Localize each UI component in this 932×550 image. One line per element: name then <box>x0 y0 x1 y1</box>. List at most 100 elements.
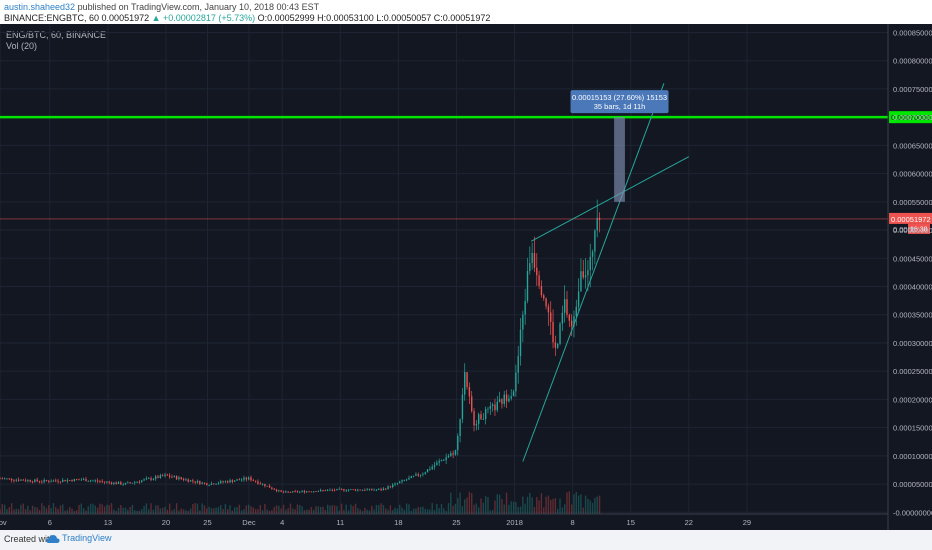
volume-bar <box>71 508 73 514</box>
candle-body <box>164 474 166 477</box>
candle-body <box>106 481 108 483</box>
candle-body <box>222 481 224 483</box>
candle-body <box>94 480 96 482</box>
measure-box <box>614 117 625 202</box>
candle-body <box>352 489 354 491</box>
candle-body <box>31 481 34 483</box>
y-tick-label: -0.00000000 <box>893 508 932 517</box>
candle-body <box>233 480 236 482</box>
volume-bar <box>280 508 282 514</box>
x-tick-label: 4 <box>280 518 284 527</box>
candle-body <box>450 453 452 457</box>
last-price-tag <box>889 212 932 224</box>
volume-bar <box>152 509 155 514</box>
volume-bar <box>457 497 459 514</box>
candle-body <box>533 252 536 268</box>
candle-body <box>475 423 478 426</box>
price-chart[interactable]: 0.00070000 0.00051972 16:380.0005 0.0001515… <box>0 24 932 530</box>
candle-body <box>357 489 359 491</box>
volume-bar <box>433 510 436 514</box>
x-tick-label: 29 <box>743 518 751 527</box>
candle-body <box>257 481 259 484</box>
x-tick-label: 25 <box>452 518 460 527</box>
last-price-label: 0.00051972 <box>891 215 931 224</box>
candle-body <box>373 489 375 491</box>
candle-body <box>50 481 52 483</box>
volume-bar <box>41 503 43 514</box>
volume-bar <box>529 492 531 514</box>
candle-body <box>173 476 175 477</box>
volume-bar <box>468 491 471 514</box>
volume-bar <box>573 494 575 514</box>
volume-bar <box>368 510 371 514</box>
candle-body <box>243 477 245 480</box>
volume-bar <box>517 507 519 514</box>
candle-body <box>524 300 526 315</box>
candle-body <box>452 453 454 455</box>
y-tick-label: 0.00080000 <box>893 57 932 66</box>
candle-body <box>38 481 41 482</box>
volume-bar <box>484 496 487 514</box>
volume-bar <box>289 503 292 514</box>
candle-body <box>296 491 299 493</box>
candle-body <box>3 478 6 480</box>
volume-bar <box>419 507 422 514</box>
created-with-label: Created with <box>4 534 55 544</box>
candle-body <box>550 312 552 322</box>
volume-bar <box>343 509 345 514</box>
volume-bar <box>13 509 15 514</box>
candle-body <box>540 285 543 296</box>
volume-bar <box>229 505 231 514</box>
x-tick-label: 2018 <box>506 518 523 527</box>
candle-body <box>477 414 480 424</box>
candle-body <box>192 480 194 482</box>
volume-bar <box>575 491 577 514</box>
candle-body <box>43 479 45 482</box>
volume-bar <box>512 501 515 514</box>
candle-body <box>122 484 124 486</box>
candle-body <box>17 479 20 481</box>
volume-bar <box>185 510 187 514</box>
volume-bar <box>247 504 250 514</box>
candle-body <box>294 491 296 493</box>
candle-body <box>10 478 13 481</box>
candle-body <box>324 490 327 492</box>
volume-bar <box>48 505 50 514</box>
volume-bar <box>394 507 396 514</box>
volume-bar <box>159 508 162 514</box>
candle-body <box>15 479 17 481</box>
candle-body <box>201 482 203 484</box>
published-text: published on TradingView.com, January 10… <box>77 2 320 12</box>
volume-bar <box>55 507 57 514</box>
candle-body <box>108 481 110 483</box>
candle-body <box>27 480 29 481</box>
volume-bar <box>354 503 357 514</box>
chart-panel[interactable]: ENG/BTC, 60, BINANCE Vol (20) 0.00070000… <box>0 24 932 530</box>
volume-bar <box>563 504 566 514</box>
tradingview-link[interactable]: TradingView <box>62 533 112 543</box>
volume-bar <box>117 507 120 514</box>
volume-bar <box>82 508 85 514</box>
volume-bar <box>96 507 99 514</box>
candle-body <box>340 488 343 490</box>
volume-bar <box>94 505 96 514</box>
volume-bar <box>75 510 78 514</box>
support-price-tag <box>889 111 932 124</box>
candle-body <box>313 491 315 493</box>
candle-body <box>519 329 522 357</box>
candle-body <box>171 476 173 478</box>
author-link[interactable]: austin.shaheed32 <box>4 2 76 12</box>
volume-bar <box>250 506 252 514</box>
candle-body <box>113 482 115 484</box>
candle-body <box>266 485 268 487</box>
candle-body <box>392 484 394 488</box>
candle-body <box>359 489 361 491</box>
candle-body <box>168 475 171 477</box>
publish-header: austin.shaheed32 published on TradingVie… <box>0 0 932 24</box>
candle-body <box>145 478 148 480</box>
candle-body <box>129 482 131 484</box>
volume-bar <box>417 507 419 514</box>
candle-body <box>570 320 573 327</box>
volume-bar <box>266 509 268 514</box>
y-tick-label: 0.00070000 <box>893 113 932 122</box>
